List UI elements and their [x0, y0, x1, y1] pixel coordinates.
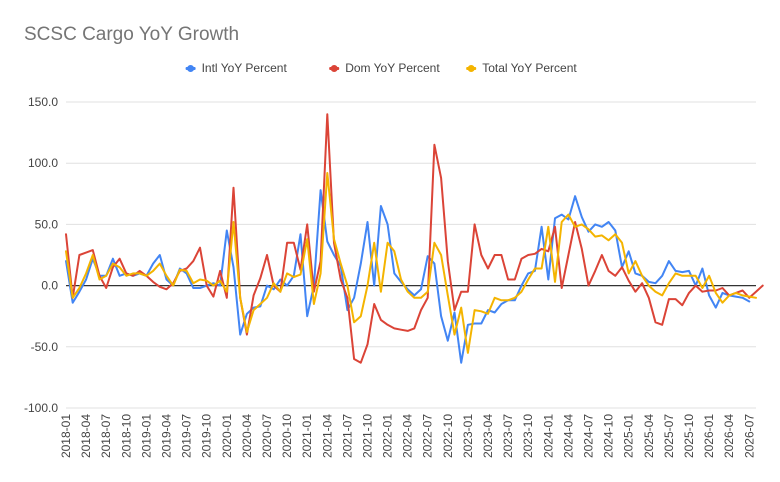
x-tick-label: 2021-10	[360, 414, 374, 458]
legend-marker	[467, 65, 475, 72]
y-tick-label: 100.0	[28, 156, 58, 170]
x-tick-label: 2019-04	[159, 414, 173, 458]
series-line-total-yoy-percent	[65, 172, 757, 354]
x-tick-label: 2019-01	[139, 414, 153, 458]
legend-marker	[187, 65, 195, 72]
x-tick-label: 2024-01	[541, 414, 555, 458]
x-tick-label: 2022-04	[401, 414, 415, 458]
chart-title: SCSC Cargo YoY Growth	[24, 24, 240, 45]
x-tick-label: 2022-07	[421, 414, 435, 458]
x-tick-label: 2018-01	[59, 414, 73, 458]
x-tick-label: 2020-07	[260, 414, 274, 458]
grid-lines	[66, 101, 756, 409]
x-tick-label: 2026-04	[722, 414, 736, 458]
x-tick-label: 2023-04	[481, 414, 495, 458]
series-line-intl-yoy-percent	[65, 189, 751, 364]
x-tick-label: 2025-07	[662, 414, 676, 458]
x-tick-label: 2023-10	[521, 414, 535, 458]
x-tick-label: 2023-01	[461, 414, 475, 458]
y-tick-label: -50.0	[31, 340, 59, 354]
legend-item-dom-yoy-percent: Dom YoY Percent	[329, 61, 440, 75]
x-tick-label: 2018-07	[99, 414, 113, 458]
x-tick-label: 2021-07	[340, 414, 354, 458]
x-tick-label: 2025-10	[682, 414, 696, 458]
legend-label: Total YoY Percent	[482, 61, 577, 75]
x-tick-label: 2018-04	[79, 414, 93, 458]
legend: Intl YoY Percent Dom YoY Percent Total YoY…	[185, 61, 577, 75]
x-tick-label: 2025-04	[642, 414, 656, 458]
x-tick-label: 2026-01	[702, 414, 716, 458]
x-tick-label: 2025-01	[622, 414, 636, 458]
x-tick-label: 2022-01	[381, 414, 395, 458]
series-line-dom-yoy-percent	[65, 113, 764, 364]
x-tick-label: 2022-10	[441, 414, 455, 458]
y-tick-label: 50.0	[35, 217, 59, 231]
y-axis-ticks: 150.0 100.0 50.0 0.0 -50.0 -100.0	[24, 95, 58, 415]
legend-item-intl-yoy-percent: Intl YoY Percent	[185, 61, 288, 75]
legend-marker	[330, 65, 338, 72]
y-tick-label: 0.0	[41, 279, 58, 293]
x-tick-label: 2020-10	[280, 414, 294, 458]
x-tick-label: 2021-04	[320, 414, 334, 458]
series-lines	[65, 113, 764, 364]
x-axis-ticks: 2018-01 2018-04 2018-07 2018-10 2019-01 2019-…	[59, 414, 756, 458]
x-tick-label: 2024-04	[561, 414, 575, 458]
y-tick-label: 150.0	[28, 95, 58, 109]
x-tick-label: 2020-01	[220, 414, 234, 458]
legend-item-total-yoy-percent: Total YoY Percent	[466, 61, 577, 75]
legend-label: Dom YoY Percent	[345, 61, 440, 75]
y-tick-label: -100.0	[24, 401, 58, 415]
x-tick-label: 2021-01	[300, 414, 314, 458]
x-tick-label: 2024-10	[602, 414, 616, 458]
x-tick-label: 2026-07	[742, 414, 756, 458]
x-tick-label: 2019-07	[180, 414, 194, 458]
x-tick-label: 2020-04	[240, 414, 254, 458]
x-tick-label: 2018-10	[119, 414, 133, 458]
legend-label: Intl YoY Percent	[202, 61, 288, 75]
x-tick-label: 2023-07	[501, 414, 515, 458]
x-tick-label: 2024-07	[582, 414, 596, 458]
x-tick-label: 2019-10	[200, 414, 214, 458]
